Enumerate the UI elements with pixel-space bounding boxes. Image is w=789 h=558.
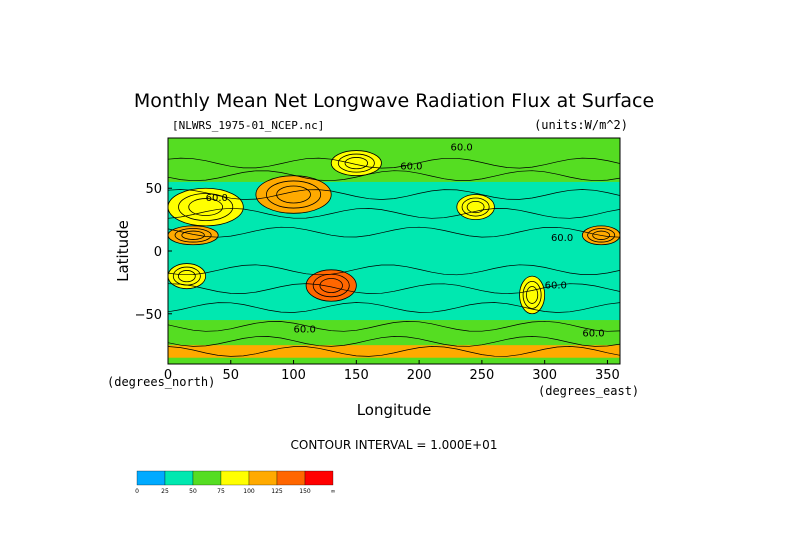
contour-line bbox=[266, 180, 322, 209]
plot-area: 60.0 60.0 60.0 60.0 60.0 60.0 60.0 bbox=[168, 138, 620, 364]
x-tick-label: 300 bbox=[532, 368, 557, 383]
x-axis-ticks: 0 50 100 150 200 250 300 350 bbox=[164, 360, 620, 383]
colorbar-swatch bbox=[136, 470, 166, 486]
contour-line bbox=[581, 225, 620, 246]
contour-line bbox=[466, 201, 485, 214]
y-tick-label: 0 bbox=[154, 245, 162, 260]
contour-label: 60.0 bbox=[206, 193, 228, 204]
contour-line bbox=[319, 278, 343, 293]
contour-line bbox=[305, 269, 357, 302]
contour-line bbox=[168, 302, 620, 313]
contour-line bbox=[461, 197, 490, 217]
y-tick-label: −50 bbox=[135, 308, 162, 323]
contour-line bbox=[168, 346, 620, 357]
colorbar-tick-label: 125 bbox=[271, 488, 283, 495]
x-tick-label: 250 bbox=[469, 368, 494, 383]
contour-line bbox=[592, 230, 611, 240]
units-label: (units:W/m^2) bbox=[534, 118, 628, 132]
contour-line bbox=[526, 286, 539, 304]
contour-label: 60.0 bbox=[545, 281, 567, 292]
colorbar-tick-label: ∞ bbox=[331, 488, 336, 495]
contour-line bbox=[168, 187, 244, 227]
contour-line bbox=[177, 270, 196, 283]
colorbar-swatch bbox=[248, 470, 278, 486]
colorbar-tick-label: 75 bbox=[217, 488, 225, 495]
contour-line bbox=[168, 225, 219, 246]
contour-line bbox=[519, 275, 546, 315]
contour-label: 60.0 bbox=[400, 161, 422, 172]
x-tick-label: 200 bbox=[407, 368, 432, 383]
contour-label-layer: 60.0 60.0 60.0 60.0 60.0 60.0 60.0 bbox=[206, 143, 605, 340]
x-unit-label: (degrees_east) bbox=[538, 384, 639, 398]
contour-line bbox=[276, 185, 311, 204]
contour-line bbox=[522, 280, 542, 309]
y-unit-label: (degrees_north) bbox=[107, 375, 215, 389]
contour-line bbox=[188, 198, 224, 216]
contour-line bbox=[181, 230, 205, 240]
colorbar-swatch bbox=[164, 470, 194, 486]
contour-label: 60.0 bbox=[551, 233, 573, 244]
contour-line bbox=[337, 153, 375, 173]
colorbar-swatch bbox=[304, 470, 334, 486]
colorbar-tick-label: 50 bbox=[189, 488, 197, 495]
field-layer bbox=[168, 138, 620, 364]
contour-line bbox=[168, 189, 620, 200]
source-file-label: [NLWRS_1975-01_NCEP.nc] bbox=[172, 119, 324, 132]
contour-layer bbox=[168, 150, 620, 357]
x-axis-title: Longitude bbox=[357, 401, 432, 419]
x-tick-label: 0 bbox=[164, 368, 172, 383]
contour-interval-label: CONTOUR INTERVAL = 1.000E+01 bbox=[291, 438, 498, 452]
y-axis-title: Latitude bbox=[114, 220, 132, 282]
colorbar-swatch bbox=[276, 470, 306, 486]
x-tick-label: 150 bbox=[344, 368, 369, 383]
x-tick-label: 50 bbox=[223, 368, 240, 383]
contour-label: 60.0 bbox=[582, 328, 604, 339]
y-axis-ticks: −50 0 50 bbox=[135, 182, 172, 323]
contour-line bbox=[255, 175, 332, 214]
colorbar-swatch bbox=[192, 470, 222, 486]
contour-line bbox=[168, 226, 620, 238]
colorbar: 0 25 50 75 100 125 150 ∞ bbox=[135, 470, 336, 495]
contour-label: 60.0 bbox=[451, 143, 473, 154]
contour-line bbox=[168, 170, 620, 182]
x-tick-label: 100 bbox=[281, 368, 306, 383]
contour-line bbox=[168, 207, 620, 219]
colorbar-tick-label: 0 bbox=[135, 488, 139, 495]
contour-label: 60.0 bbox=[294, 325, 316, 336]
chart-title: Monthly Mean Net Longwave Radiation Flux… bbox=[134, 90, 654, 112]
contour-line bbox=[456, 194, 495, 221]
colorbar-tick-label: 25 bbox=[161, 488, 169, 495]
contour-line bbox=[168, 157, 620, 169]
field-region bbox=[168, 138, 620, 182]
contour-line bbox=[174, 228, 212, 243]
contour-line bbox=[587, 228, 616, 243]
colorbar-swatch bbox=[220, 470, 250, 486]
colorbar-tick-label: 150 bbox=[299, 488, 311, 495]
x-tick-label: 350 bbox=[595, 368, 620, 383]
contour-line bbox=[168, 263, 207, 290]
contour-line bbox=[168, 283, 620, 295]
contour-line bbox=[178, 193, 234, 222]
contour-line bbox=[344, 157, 369, 170]
contour-line bbox=[168, 264, 620, 276]
contour-line bbox=[168, 336, 620, 347]
contour-line bbox=[330, 150, 382, 177]
field-region bbox=[168, 345, 620, 358]
y-tick-label: 50 bbox=[145, 182, 162, 197]
contour-line bbox=[168, 320, 620, 332]
colorbar-tick-label: 100 bbox=[243, 488, 255, 495]
